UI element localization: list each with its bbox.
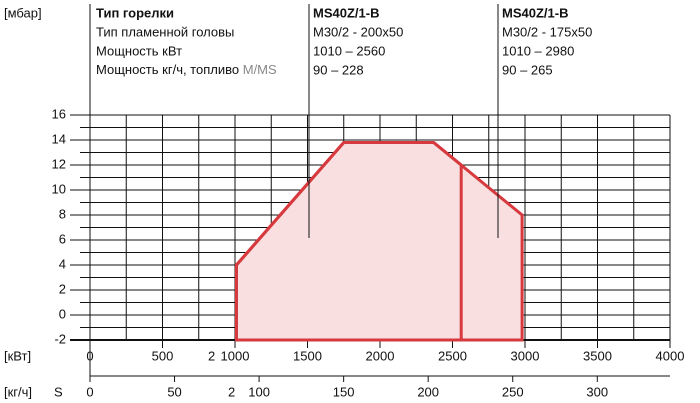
note-marker: 2 <box>208 348 215 363</box>
y-tick-label: 8 <box>59 206 66 221</box>
model-kw: 1010 – 2560 <box>313 43 385 58</box>
model-head: M30/2 - 175x50 <box>502 24 592 39</box>
fuel-type: M/MS <box>243 62 277 77</box>
row-label: Тип горелки <box>96 5 174 20</box>
model-kw: 1010 – 2980 <box>502 43 574 58</box>
y-tick-label: 12 <box>52 156 66 171</box>
y-tick-label: 6 <box>59 231 66 246</box>
y-tick-label: 0 <box>59 306 66 321</box>
x2-tick-label: 200 <box>417 384 439 399</box>
model-name: MS40Z/1-B <box>313 5 379 20</box>
working-field <box>234 141 524 342</box>
row-label: Тип пламенной головы <box>96 24 234 39</box>
x-axis-label: [кВт] <box>4 348 31 363</box>
y-tick-label: 4 <box>59 256 66 271</box>
y-tick-label: 16 <box>52 106 66 121</box>
y-tick-label: 10 <box>52 181 66 196</box>
x-tick-label: 1500 <box>293 348 322 363</box>
x-tick-label: 2000 <box>366 348 395 363</box>
x2-tick-label: 300 <box>586 384 608 399</box>
x-tick-label: 2500 <box>438 348 467 363</box>
x-tick-label: 0 <box>86 348 93 363</box>
x2-tick-label: 0 <box>86 384 93 399</box>
row-label: Мощность кг/ч, топливо M/MS <box>96 62 277 77</box>
x2-tick-label: 50 <box>167 384 181 399</box>
x-tick-label: 500 <box>152 348 174 363</box>
x2-tick-label: 250 <box>502 384 524 399</box>
y-unit: [мбар] <box>4 5 42 20</box>
x-tick-label: 4000 <box>656 348 685 363</box>
working-field <box>234 141 463 340</box>
x2-tick-label: 100 <box>248 384 270 399</box>
note-marker: 2 <box>228 384 235 399</box>
x-tick-label: 1000 <box>221 348 250 363</box>
x2-tick-label: 150 <box>333 384 355 399</box>
y-tick-label: 2 <box>59 281 66 296</box>
marks <box>234 141 524 342</box>
model-name: MS40Z/1-B <box>502 5 568 20</box>
row-label: Мощность кВт <box>96 43 182 58</box>
x2-fuel: S <box>54 384 63 399</box>
model-kgh: 90 – 228 <box>313 62 364 77</box>
x2-axis-label: [кг/ч] <box>4 384 32 399</box>
y-tick-label: 14 <box>52 131 66 146</box>
y-tick-label: -2 <box>54 331 66 346</box>
row-label: Мощность кг/ч, топливо <box>96 62 239 77</box>
x-tick-label: 3500 <box>583 348 612 363</box>
x-tick-label: 3000 <box>511 348 540 363</box>
leader-lines <box>89 4 670 380</box>
model-head: M30/2 - 200x50 <box>313 24 403 39</box>
model-kgh: 90 – 265 <box>502 62 553 77</box>
